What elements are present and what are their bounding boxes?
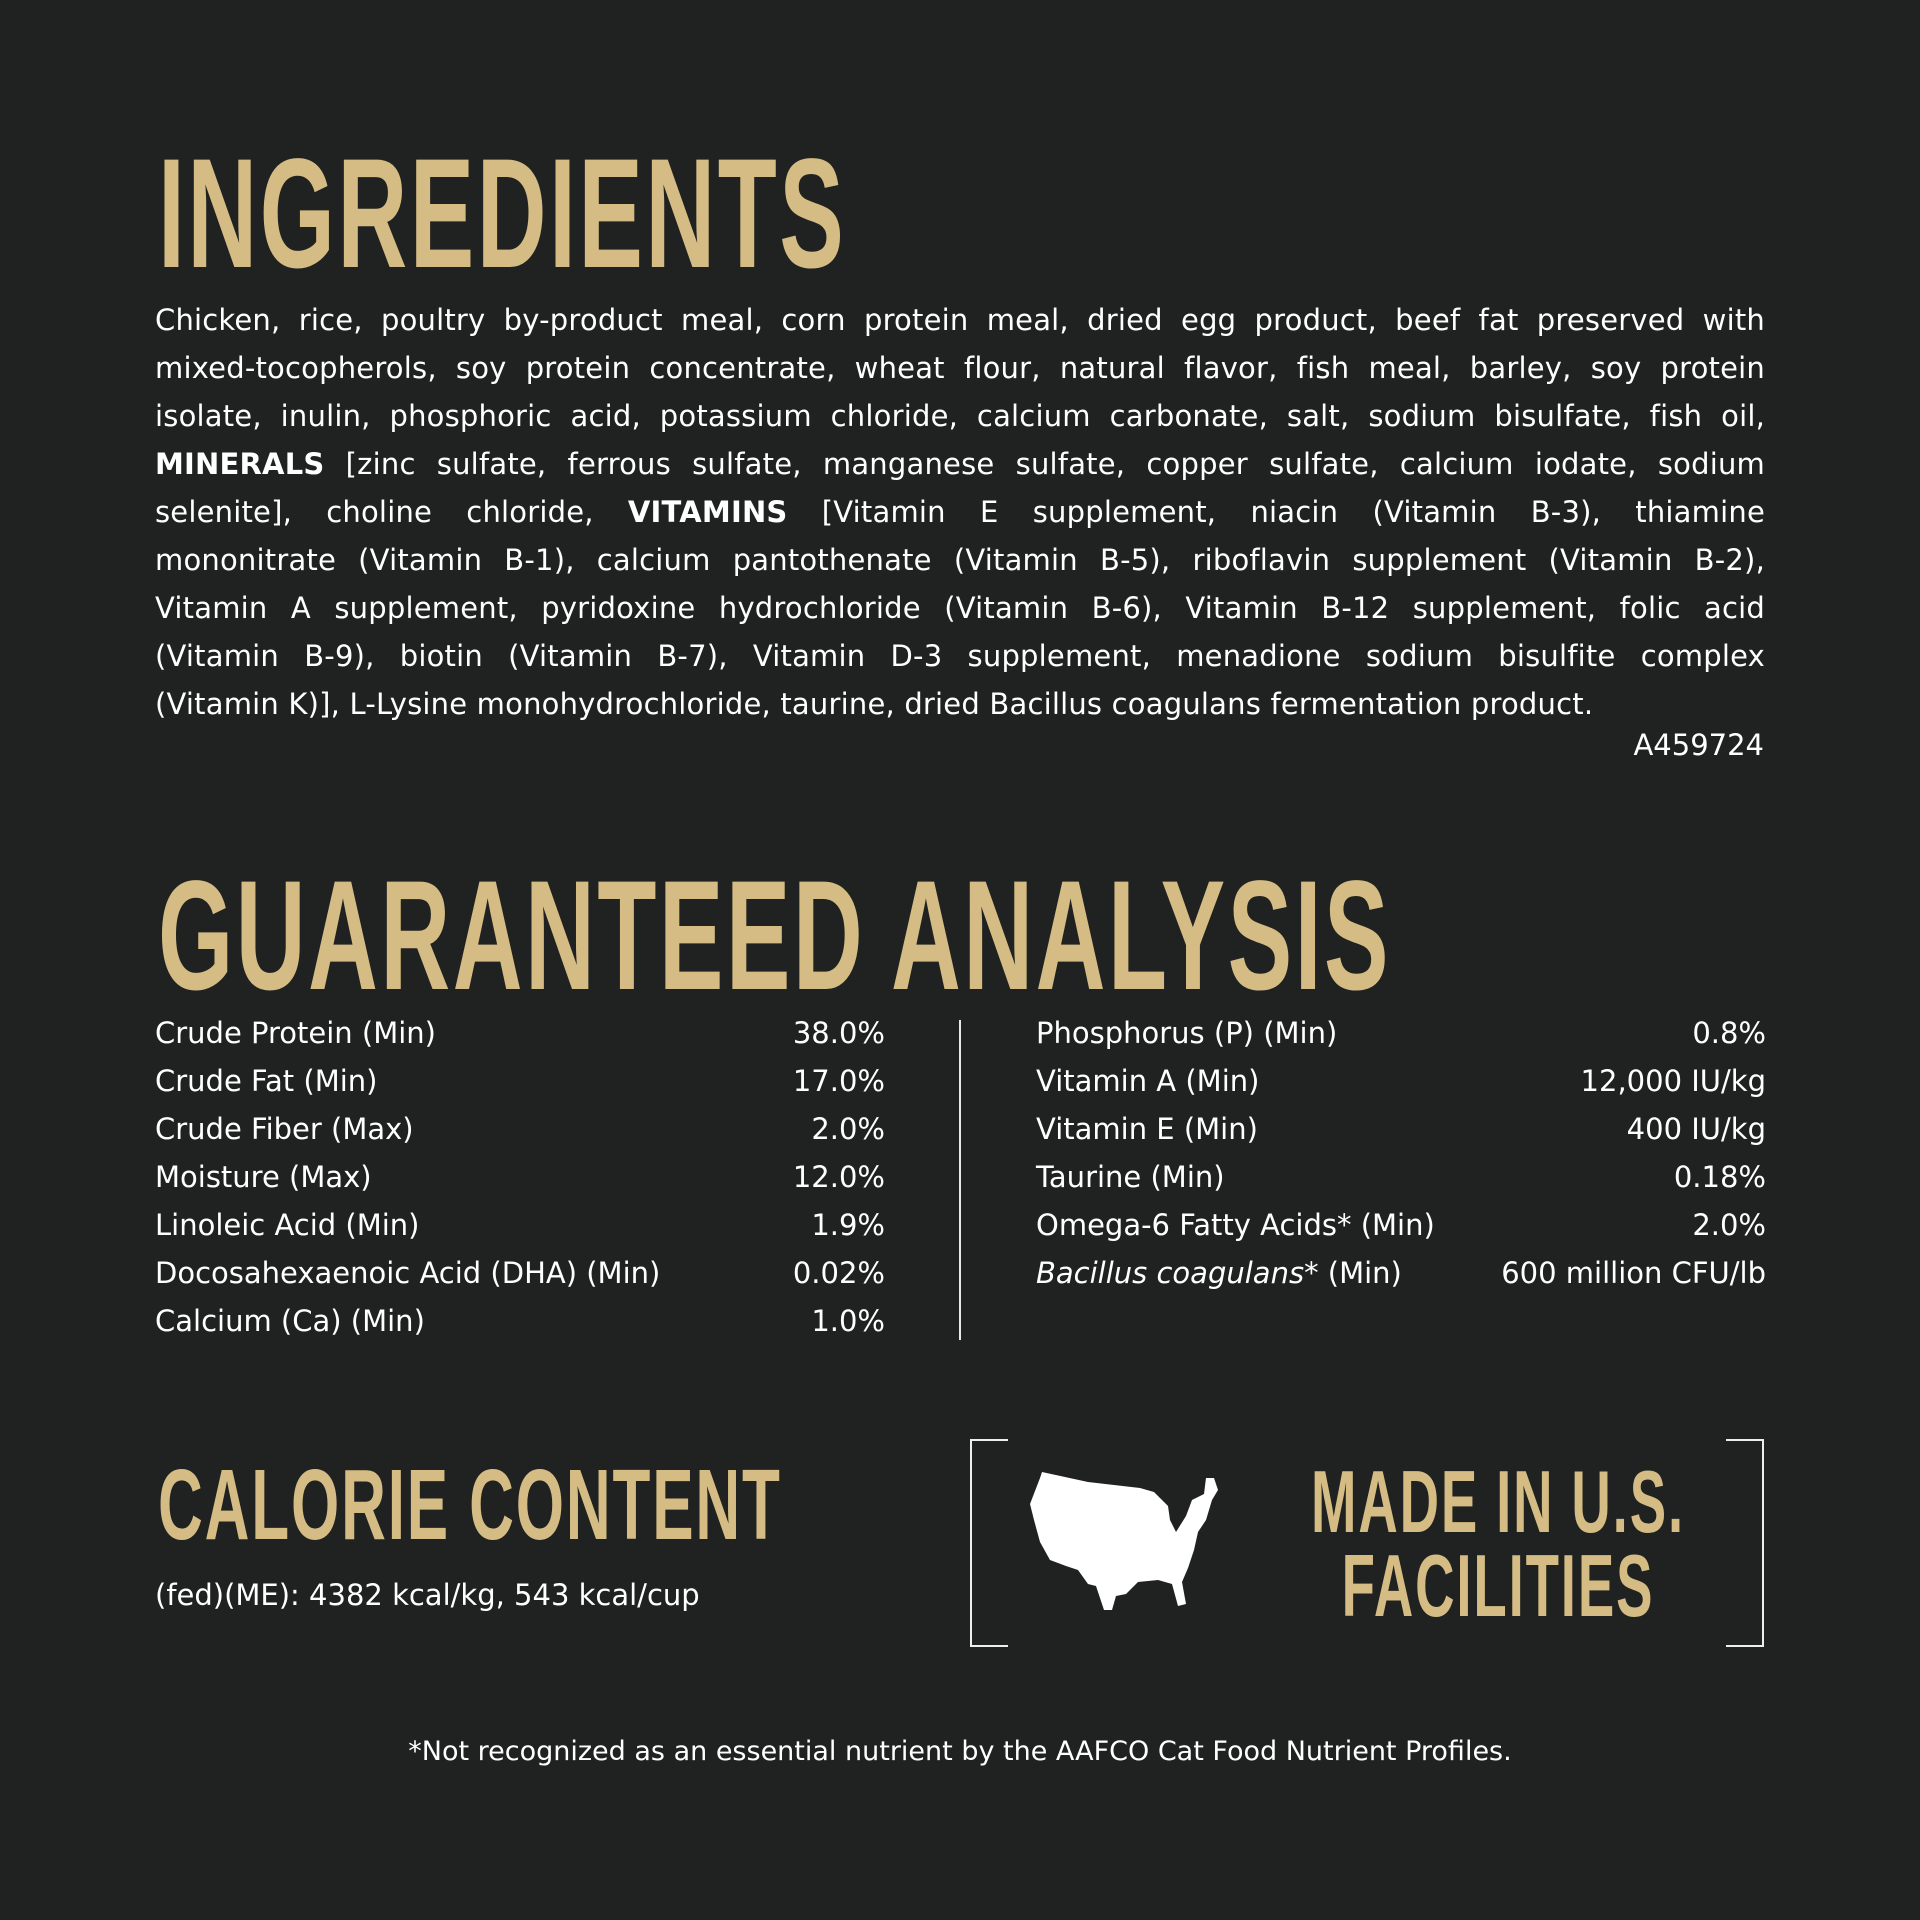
- ingredients-text: (Vitamin B-9), biotin (Vitamin B-7), Vit…: [155, 639, 1765, 673]
- calorie-content-text: (fed)(ME): 4382 kcal/kg, 543 kcal/cup: [155, 1578, 700, 1612]
- nutrient-label: Taurine (Min): [1036, 1153, 1225, 1201]
- nutrient-label-text: Taurine (Min): [1036, 1160, 1225, 1194]
- ingredients-line: selenite], choline chloride, VITAMINS [V…: [155, 488, 1765, 536]
- nutrient-value: 12,000 IU/kg: [1580, 1064, 1766, 1098]
- footnote: *Not recognized as an essential nutrient…: [408, 1736, 1512, 1767]
- ingredients-text: Chicken, rice, poultry by-product meal, …: [155, 303, 1765, 337]
- nutrient-label-text: * (Min): [1304, 1256, 1402, 1290]
- nutrient-value: 0.18%: [1673, 1160, 1766, 1194]
- guaranteed-analysis-title: GUARANTEED ANALYSIS: [158, 849, 1391, 1023]
- ingredients-text: mononitrate (Vitamin B-1), calcium panto…: [155, 543, 1765, 577]
- analysis-left-column: Crude Protein (Min) 38.0% Crude Fat (Min) 1…: [155, 1009, 885, 1345]
- nutrient-value: 0.02%: [792, 1256, 885, 1290]
- ingredients-line: Vitamin A supplement, pyridoxine hydroch…: [155, 584, 1765, 632]
- nutrient-value: 1.0%: [811, 1304, 885, 1338]
- nutrient-value: 38.0%: [792, 1016, 885, 1050]
- ingredients-text: isolate, inulin, phosphoric acid, potass…: [155, 399, 1765, 433]
- nutrient-value: 2.0%: [811, 1112, 885, 1146]
- analysis-row: Bacillus coagulans* (Min) 600 million CFU…: [1036, 1249, 1766, 1297]
- analysis-row: Vitamin E (Min) 400 IU/kg: [1036, 1105, 1766, 1153]
- ingredients-list: Chicken, rice, poultry by-product meal, …: [155, 296, 1765, 728]
- nutrient-label-text: Vitamin A (Min): [1036, 1064, 1260, 1098]
- nutrient-label: Calcium (Ca) (Min): [155, 1297, 425, 1345]
- bracket-right: [1726, 1439, 1764, 1647]
- analysis-row: Crude Fat (Min) 17.0%: [155, 1057, 885, 1105]
- nutrient-label-italic: Bacillus coagulans: [1036, 1256, 1305, 1290]
- nutrient-label: Docosahexaenoic Acid (DHA) (Min): [155, 1249, 660, 1297]
- ingredients-title: INGREDIENTS: [158, 127, 847, 301]
- nutrient-value: 0.8%: [1692, 1016, 1766, 1050]
- nutrient-value: 600 million CFU/lb: [1501, 1256, 1766, 1290]
- nutrient-label-text: Docosahexaenoic Acid (DHA) (Min): [155, 1256, 661, 1290]
- nutrient-label-text: Omega-6 Fatty Acids* (Min): [1036, 1208, 1435, 1242]
- nutrient-label: Crude Fiber (Max): [155, 1105, 414, 1153]
- nutrient-label-text: Linoleic Acid (Min): [155, 1208, 420, 1242]
- analysis-row: Docosahexaenoic Acid (DHA) (Min) 0.02%: [155, 1249, 885, 1297]
- analysis-right-column: Phosphorus (P) (Min) 0.8% Vitamin A (Min) 1…: [1036, 1009, 1766, 1297]
- analysis-row: Linoleic Acid (Min) 1.9%: [155, 1201, 885, 1249]
- ingredients-text: [zinc sulfate, ferrous sulfate, manganes…: [324, 447, 1765, 481]
- nutrient-value: 2.0%: [1692, 1208, 1766, 1242]
- ingredients-text: [Vitamin E supplement, niacin (Vitamin B…: [787, 495, 1765, 529]
- product-code: A459724: [1633, 728, 1764, 762]
- nutrient-label: Crude Fat (Min): [155, 1057, 377, 1105]
- nutrient-label-text: Crude Protein (Min): [155, 1016, 436, 1050]
- ingredients-text: Vitamin A supplement, pyridoxine hydroch…: [155, 591, 1765, 625]
- analysis-row: Omega-6 Fatty Acids* (Min) 2.0%: [1036, 1201, 1766, 1249]
- nutrient-value: 12.0%: [792, 1160, 885, 1194]
- nutrient-label-text: Crude Fiber (Max): [155, 1112, 414, 1146]
- ingredients-text: mixed-tocopherols, soy protein concentra…: [155, 351, 1765, 385]
- made-in-us-line1: MADE IN U.S.: [1311, 1452, 1685, 1551]
- nutrient-label: Crude Protein (Min): [155, 1009, 436, 1057]
- analysis-row: Crude Fiber (Max) 2.0%: [155, 1105, 885, 1153]
- made-in-us-line2: FACILITIES: [1341, 1536, 1655, 1635]
- nutrient-label: Vitamin A (Min): [1036, 1057, 1259, 1105]
- analysis-row: Moisture (Max) 12.0%: [155, 1153, 885, 1201]
- nutrient-label: Moisture (Max): [155, 1153, 372, 1201]
- ingredients-line: MINERALS [zinc sulfate, ferrous sulfate,…: [155, 440, 1765, 488]
- nutrient-label: Vitamin E (Min): [1036, 1105, 1258, 1153]
- analysis-row: Taurine (Min) 0.18%: [1036, 1153, 1766, 1201]
- ingredients-line: (Vitamin B-9), biotin (Vitamin B-7), Vit…: [155, 632, 1765, 680]
- bracket-left: [970, 1439, 1008, 1647]
- ingredients-line: Chicken, rice, poultry by-product meal, …: [155, 296, 1765, 344]
- calorie-content-title: CALORIE CONTENT: [158, 1449, 782, 1561]
- ingredients-line: (Vitamin K)], L-Lysine monohydrochloride…: [155, 680, 1765, 728]
- analysis-row: Crude Protein (Min) 38.0%: [155, 1009, 885, 1057]
- ingredient-group-label: VITAMINS: [627, 495, 788, 529]
- nutrient-value: 400 IU/kg: [1626, 1112, 1766, 1146]
- ingredient-group-label: MINERALS: [155, 447, 325, 481]
- column-divider: [959, 1020, 961, 1340]
- nutrient-label-text: Calcium (Ca) (Min): [155, 1304, 425, 1338]
- nutrient-label-text: Moisture (Max): [155, 1160, 372, 1194]
- usa-map-icon: [1030, 1472, 1218, 1610]
- analysis-row: Phosphorus (P) (Min) 0.8%: [1036, 1009, 1766, 1057]
- nutrient-value: 1.9%: [811, 1208, 885, 1242]
- nutrient-value: 17.0%: [792, 1064, 885, 1098]
- nutrient-label-text: Vitamin E (Min): [1036, 1112, 1258, 1146]
- ingredients-line: isolate, inulin, phosphoric acid, potass…: [155, 392, 1765, 440]
- analysis-row: Vitamin A (Min) 12,000 IU/kg: [1036, 1057, 1766, 1105]
- nutrient-label-text: Phosphorus (P) (Min): [1036, 1016, 1338, 1050]
- analysis-row: Calcium (Ca) (Min) 1.0%: [155, 1297, 885, 1345]
- nutrient-label: Linoleic Acid (Min): [155, 1201, 420, 1249]
- nutrient-label-text: Crude Fat (Min): [155, 1064, 378, 1098]
- nutrient-label: Omega-6 Fatty Acids* (Min): [1036, 1201, 1435, 1249]
- ingredients-text: selenite], choline chloride,: [155, 495, 628, 529]
- ingredients-text: (Vitamin K)], L-Lysine monohydrochloride…: [155, 687, 1594, 721]
- ingredients-line: mixed-tocopherols, soy protein concentra…: [155, 344, 1765, 392]
- ingredients-line: mononitrate (Vitamin B-1), calcium panto…: [155, 536, 1765, 584]
- nutrient-label: Bacillus coagulans* (Min): [1036, 1249, 1402, 1297]
- nutrient-label: Phosphorus (P) (Min): [1036, 1009, 1337, 1057]
